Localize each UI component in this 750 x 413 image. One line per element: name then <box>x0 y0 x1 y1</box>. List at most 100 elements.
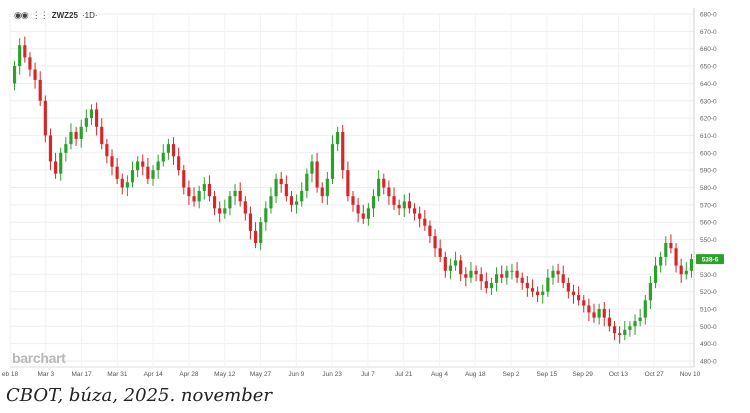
candle-body <box>64 144 68 153</box>
candle-body <box>320 187 324 197</box>
x-tick-label: Sep 29 <box>572 371 593 378</box>
candle-body <box>469 270 473 278</box>
candle-body <box>100 126 104 145</box>
y-tick-label: 680-0 <box>700 12 717 19</box>
candle-body <box>674 248 678 266</box>
x-tick-label: Mar 31 <box>107 371 128 378</box>
y-tick-label: 590-0 <box>700 168 717 175</box>
candle-body <box>515 270 519 278</box>
candle-body <box>105 144 109 157</box>
x-tick-label: eb 18 <box>2 371 19 378</box>
y-tick-label: 640-0 <box>700 81 717 88</box>
candle-body <box>341 131 345 171</box>
brand-logo: barchart <box>12 350 66 366</box>
candle-body <box>151 170 155 179</box>
y-tick-label: 660-0 <box>700 46 717 53</box>
candle-body <box>53 161 58 174</box>
x-tick-label: Aug 18 <box>465 371 486 378</box>
candle-body <box>259 222 263 244</box>
x-tick-label: Jul 7 <box>361 371 375 378</box>
candle-body <box>115 166 119 179</box>
candle-body <box>182 170 186 188</box>
candle-body <box>356 204 360 214</box>
drag-handle-icon[interactable]: ⋮⋮ <box>31 10 49 20</box>
candle-body <box>505 270 509 278</box>
candle-body <box>418 213 422 219</box>
x-tick-label: Mar 3 <box>37 371 54 378</box>
candle-body <box>392 196 396 205</box>
candle-body <box>536 291 540 296</box>
candle-body <box>669 243 673 249</box>
candle-body <box>664 243 668 257</box>
candle-body <box>218 208 222 214</box>
x-tick-label: Jul 21 <box>395 371 413 378</box>
candle-body <box>125 182 129 188</box>
candle-body <box>643 300 647 318</box>
candle-body <box>130 170 135 183</box>
candle-body <box>330 144 335 179</box>
candle-body <box>28 57 32 70</box>
candle-body <box>423 218 427 226</box>
candle-body <box>546 277 550 292</box>
x-tick-label: Oct 27 <box>645 371 665 378</box>
candle-body <box>494 274 499 283</box>
candle-body <box>397 204 401 209</box>
candle-body <box>223 208 227 214</box>
candle-body <box>351 196 355 205</box>
y-tick-label: 570-0 <box>700 202 717 209</box>
candle-body <box>12 66 17 84</box>
candle-body <box>289 196 294 205</box>
y-tick-label: 560-0 <box>700 220 717 227</box>
candle-body <box>597 308 601 318</box>
candle-body <box>110 156 114 167</box>
candle-body <box>171 144 176 157</box>
candle-body <box>525 282 529 289</box>
candle-body <box>510 270 514 272</box>
candle-body <box>325 178 329 197</box>
candle-body <box>238 190 242 202</box>
candle-body <box>551 270 555 278</box>
candle-body <box>628 326 632 330</box>
x-tick-label: Oct 13 <box>609 371 629 378</box>
candle-body <box>69 131 73 145</box>
symbol-label: ZWZ25 <box>51 11 78 20</box>
candle-body <box>361 213 365 219</box>
candle-body <box>382 178 386 188</box>
y-tick-label: 490-0 <box>700 341 717 348</box>
candle-body <box>336 131 340 145</box>
candle-body <box>197 190 201 202</box>
figure-caption: CBOT, búza, 2025. november <box>6 385 273 406</box>
candle-body <box>602 308 606 318</box>
candle-body <box>207 184 212 197</box>
candle-body <box>407 201 411 209</box>
chart-legend: ◉◉ ⋮⋮ ZWZ25 ·1D· <box>14 10 98 21</box>
candle-body <box>412 208 417 214</box>
candle-body <box>464 274 468 278</box>
candle-body <box>633 321 637 327</box>
x-tick-label: May 12 <box>214 371 236 378</box>
candle-body <box>300 190 304 202</box>
candle-body <box>279 178 283 185</box>
y-tick-label: 530-0 <box>700 272 717 279</box>
candle-body <box>243 201 247 214</box>
candle-body <box>561 274 565 283</box>
x-tick-label: Apr 28 <box>179 371 199 378</box>
candle-body <box>500 274 504 278</box>
candle-body <box>474 270 478 275</box>
candle-body <box>248 213 253 231</box>
y-tick-label: 580-0 <box>700 185 717 192</box>
candle-body <box>479 274 483 282</box>
candle-body <box>653 265 658 283</box>
candle-body <box>541 291 545 296</box>
y-tick-label: 550-0 <box>700 237 717 244</box>
chart-type-icon[interactable]: ◉◉ <box>14 10 29 20</box>
y-tick-label: 620-0 <box>700 116 717 123</box>
candle-body <box>18 45 22 67</box>
candle-body <box>443 256 447 271</box>
candle-body <box>566 282 570 292</box>
candle-body <box>284 184 288 197</box>
candle-body <box>484 281 488 289</box>
candle-body <box>177 156 181 171</box>
candle-body <box>448 265 453 271</box>
y-tick-label: 650-0 <box>700 64 717 71</box>
